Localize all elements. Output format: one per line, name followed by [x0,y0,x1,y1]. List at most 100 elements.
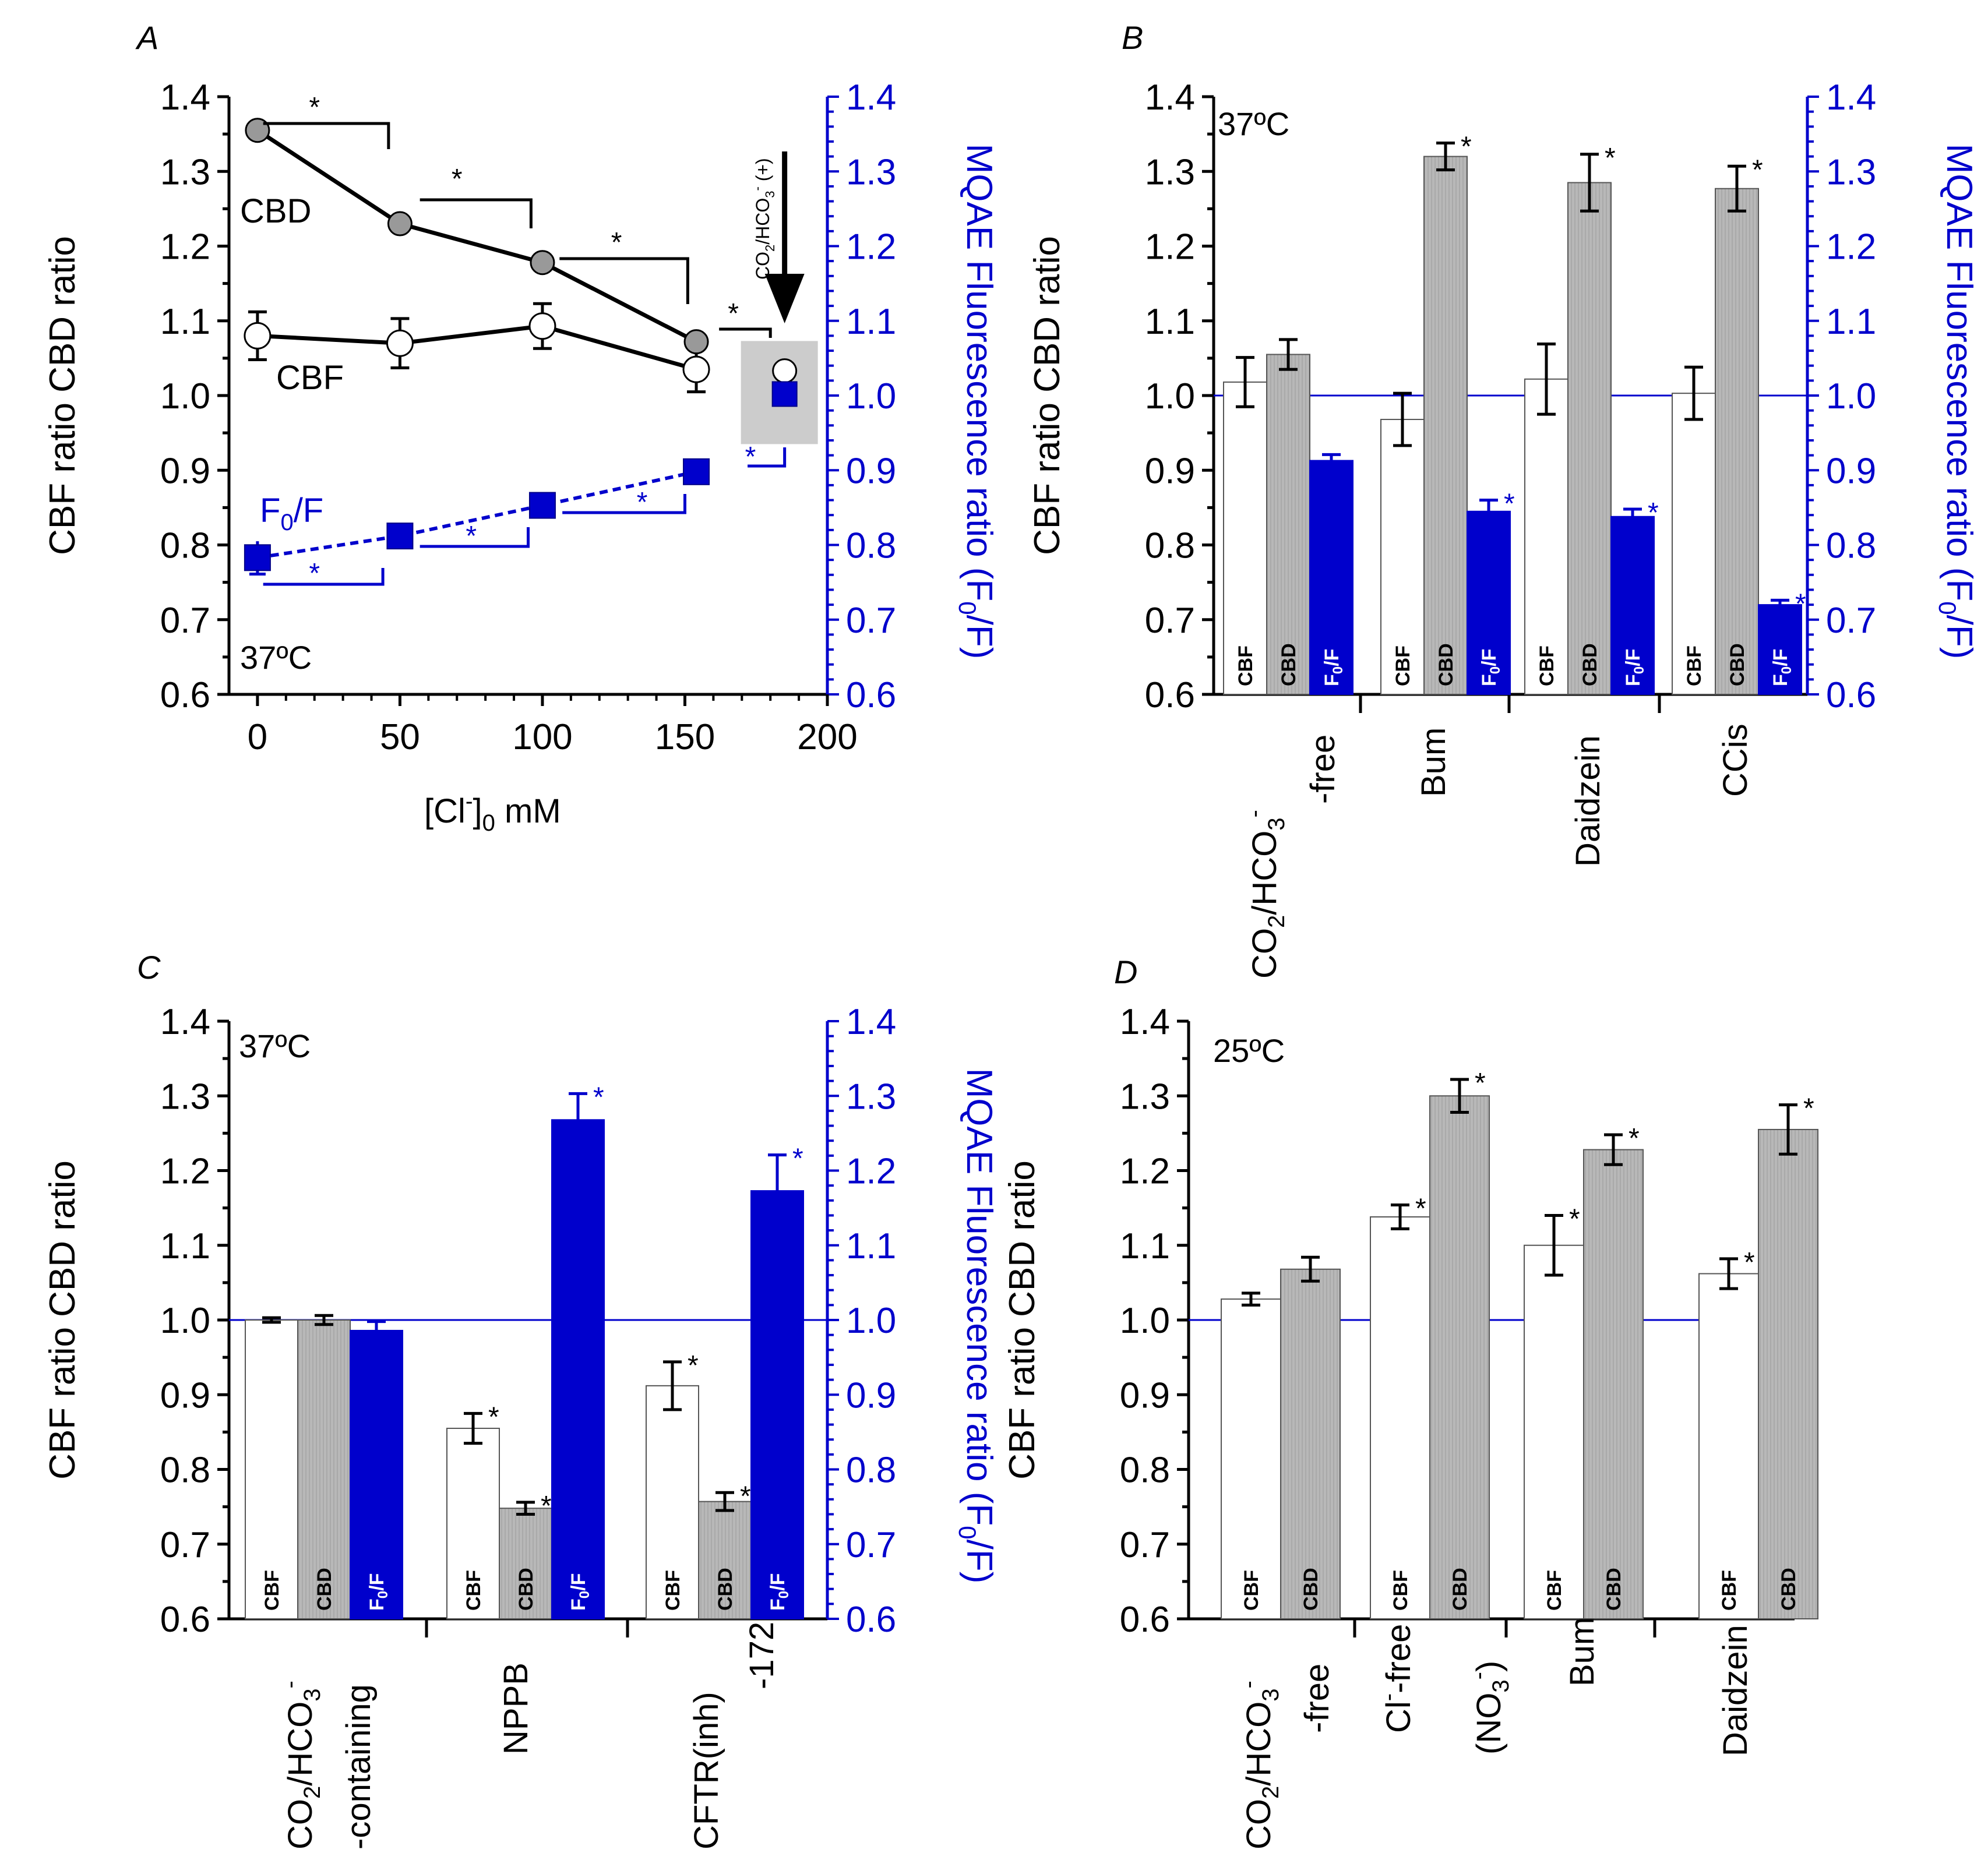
cbf-bar-label: CBF [1392,645,1414,686]
f0f-significance-bracket [748,447,787,468]
cbf-bar [1698,1273,1759,1620]
panel-d: 0.6 0.7 0.8 0.9 1.0 1.1 1.2 1.3 1.4 CBF ratio CBD… [1002,1002,1818,1850]
significance-star: * [541,1491,552,1522]
cbf-bar-label: CBF [1683,645,1705,686]
cbd-bar-label: CBD [1300,1568,1322,1611]
left-tick-label: 0.7 [1120,1525,1170,1565]
cbd-bar-label: CBD [714,1568,736,1611]
panel-letter-a: A [135,19,158,56]
cbf-series-line [257,324,697,372]
cbd-bar [297,1319,351,1619]
left-tick-label: 1.3 [160,152,210,192]
left-tick-label: 1.1 [160,1226,210,1266]
panel-d-xlabel-group-2-line-2: (NO3-) [1466,1661,1514,1755]
right-tick-label: 1.0 [1826,376,1876,417]
panel-a-axes: 0.6 0.7 0.8 0.9 1.0 1.1 1.2 1.3 1.4 CBF ratio CBD… [43,77,999,757]
panel-d-axes: 0.6 0.7 0.8 0.9 1.0 1.1 1.2 1.3 1.4 CBF ratio CBD… [1002,1002,1795,1640]
significance-star: * [637,487,648,518]
significance-star: * [1744,1247,1755,1278]
cbf-point [386,329,414,357]
panel-d-xlabel-group-4: Daidzein [1716,1625,1754,1756]
f0f-bar [551,1119,605,1620]
cbd-bar [1583,1149,1644,1619]
right-tick-label: 0.6 [846,675,896,715]
panel-c-xlabel-group-2: NPPB [497,1663,535,1755]
cbf-bar-label: CBF [261,1570,283,1611]
panel-letter-b: B [1122,19,1143,56]
right-tick-label: 0.7 [1826,601,1876,641]
cbd-bar-label: CBD [313,1568,336,1611]
panel-b-xlabel-group-1-line-1: CO2/HCO3- [1242,810,1289,979]
left-tick-label: 0.8 [160,1450,210,1491]
f0f-bar-label: F0/F [1770,649,1795,686]
panel-d-xlabel-group-1-line-2: -free [1298,1664,1336,1733]
cbd-point [683,329,709,355]
left-tick-label: 0.6 [1120,1600,1170,1640]
cbd-bar [1423,156,1468,696]
cbd-significance-bracket [719,327,772,338]
right-tick-label: 1.0 [846,376,896,417]
f0f-bar-label: F0/F [568,1573,593,1611]
significance-star: * [1461,132,1472,163]
left-tick-label: 1.1 [160,302,210,342]
f0f-point [244,544,271,571]
cbd-bar [1429,1095,1490,1619]
significance-star: * [745,442,756,472]
f0f-bar [1309,460,1353,695]
cbd-significance-bracket [420,198,533,228]
panel-d-marks: CBF CBD * CBF * CBD * CBF * CBD * CBF * CBD [1189,1068,1818,1620]
cbd-series-line [256,128,697,344]
panel-c-xlabel-group-3-line-1: CFTR(inh) [688,1692,725,1850]
significance-star: * [740,1481,751,1512]
right-tick-label: 1.0 [846,1301,896,1341]
right-tick-label: 1.3 [1826,152,1876,192]
cbd-bar-label: CBD [1449,1568,1471,1611]
x-tick-label: 0 [248,717,267,757]
left-tick-label: 0.7 [160,601,210,641]
cbf-bar [1524,1244,1584,1619]
cbd-bar [698,1501,752,1619]
left-axis-title: CBF ratio CBD ratio [1027,236,1067,555]
right-tick-label: 1.3 [846,1077,896,1117]
panel-c-axes: 0.6 0.7 0.8 0.9 1.0 1.1 1.2 1.3 1.4 CBF ratio CBD… [43,1002,999,1640]
f0f-significance-bracket [562,494,686,514]
cbd-bar [1715,188,1759,695]
left-tick-label: 0.7 [1145,601,1195,641]
f0f-significance-bracket [263,568,385,586]
cbf-bar [1524,378,1568,695]
cbd-bar [1266,354,1310,695]
significance-star: * [1504,489,1515,520]
significance-star: * [593,1082,604,1113]
left-tick-label: 1.0 [1120,1301,1170,1341]
significance-star: * [611,227,622,258]
significance-star: * [1803,1093,1814,1124]
panel-letter-c: C [137,949,161,986]
left-tick-label: 0.9 [1145,451,1195,491]
right-axis-title: MQAE Fluorescence ratio (F0/F) [954,144,999,659]
cbf-bar-label: CBF [1235,645,1257,686]
cbd-bar-label: CBD [515,1568,537,1611]
left-tick-label: 1.2 [160,227,210,267]
left-tick-label: 1.0 [1145,376,1195,417]
left-axis-title: CBF ratio CBD ratio [43,1160,83,1480]
f0f-bar-label: F0/F [1478,649,1503,686]
right-tick-label: 1.2 [1826,227,1876,267]
cbf-bar [646,1385,699,1620]
significance-star: * [452,164,463,195]
left-tick-label: 1.1 [1120,1226,1170,1266]
panel-a-x-axis-label: [Cl-]0 mM [424,789,561,836]
significance-star: * [1475,1068,1486,1099]
left-tick-label: 0.8 [1145,526,1195,566]
cbf-point [682,355,710,383]
right-tick-label: 1.4 [846,77,896,118]
panel-a-cbf-label: CBF [276,359,344,397]
cbf-bar-label: CBF [662,1570,684,1611]
f0f-bar-label: F0/F [1622,649,1647,686]
panel-c-xlabel-group-1-line-1: CO2/HCO3- [277,1681,325,1850]
cbf-bar [245,1319,298,1619]
left-tick-label: 1.3 [1145,152,1195,192]
f0f-bar-label: F0/F [767,1573,792,1611]
panel-b-xlabel-group-3: Daidzein [1569,735,1607,867]
cbf-bar-label: CBF [1390,1570,1412,1611]
